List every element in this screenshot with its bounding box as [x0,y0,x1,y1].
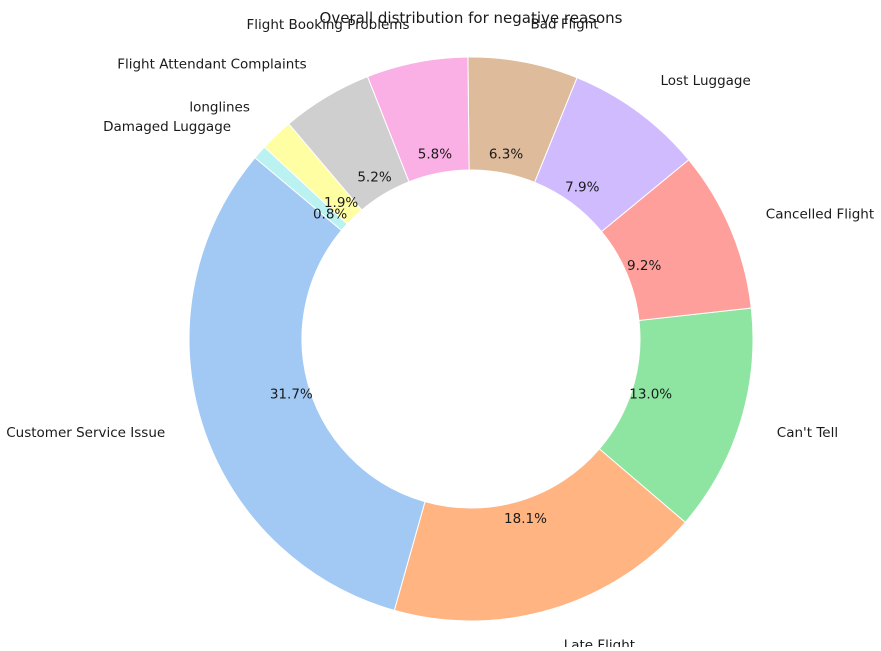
pct-label-bad-flight: 6.3% [489,146,523,162]
pct-label-flight-booking-problems: 5.8% [418,147,452,163]
pct-label-can-t-tell: 13.0% [629,386,672,402]
pct-label-cancelled-flight: 9.2% [627,258,661,274]
slice-label-late-flight: Late Flight [564,637,635,647]
slice-label-can-t-tell: Can't Tell [777,425,838,441]
slice-late-flight [393,448,687,622]
pct-label-customer-service-issue: 31.7% [270,386,313,402]
slice-customer-service-issue [188,157,426,612]
pct-label-lost-luggage: 7.9% [565,180,599,196]
slice-label-bad-flight: Bad Flight [531,17,599,33]
chart-title: Overall distribution for negative reason… [320,9,623,27]
pct-label-late-flight: 18.1% [504,511,547,527]
slices-group [188,56,754,622]
pct-label-damaged-luggage: 0.8% [313,207,347,223]
slice-label-cancelled-flight: Cancelled Flight [766,207,874,223]
pct-label-longlines: 1.9% [324,195,358,211]
pct-label-flight-attendant-complaints: 5.2% [357,170,391,186]
slice-label-lost-luggage: Lost Luggage [661,73,751,89]
slice-label-damaged-luggage: Damaged Luggage [103,119,231,135]
slice-label-longlines: longlines [189,100,250,116]
slice-label-flight-attendant-complaints: Flight Attendant Complaints [117,56,306,72]
slice-damaged-luggage [254,146,348,232]
labels-group: 31.7% Customer Service Issue 18.1% Late Fli… [6,17,874,651]
slice-label-customer-service-issue: Customer Service Issue [6,425,165,441]
slice-label-flight-booking-problems: Flight Booking Problems [247,17,410,33]
